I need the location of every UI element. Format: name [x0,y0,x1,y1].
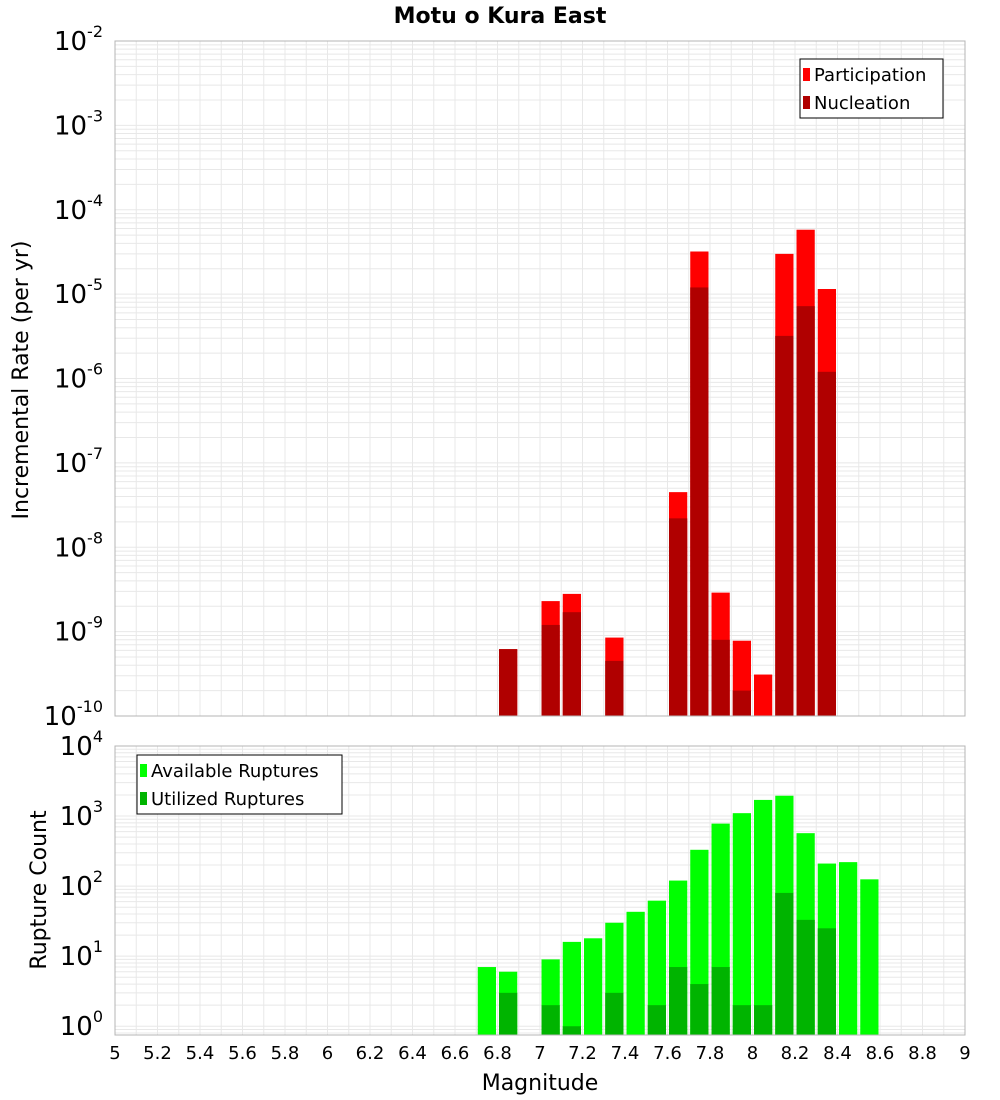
bar-nucleation [669,518,688,716]
y-tick-label: 103 [60,797,103,832]
y-tick-label: 104 [60,727,103,762]
rate-legend: Participation Nucleation [799,58,944,119]
bar-available-ruptures [754,799,773,1035]
x-tick-label: 7 [534,1043,545,1064]
legend-swatch [140,764,147,777]
bar-nucleation [541,624,560,716]
count-bars [477,795,879,1035]
bar-available-ruptures [584,938,603,1035]
legend-box [136,754,343,815]
count-y-axis-label: Rupture Count [27,810,52,970]
legend-label: Participation [814,65,926,86]
bar-utilized-ruptures [690,984,709,1035]
legend-swatch [803,68,810,81]
count-y-ticks: 100 101 102 103 104 [60,727,103,1042]
x-tick-label: 6.4 [398,1043,427,1064]
bar-available-ruptures [626,911,645,1035]
x-tick-label: 7.8 [696,1043,725,1064]
y-tick-label: 10-6 [54,360,103,395]
y-tick-label: 102 [60,867,103,902]
bar-available-ruptures [477,967,496,1035]
rate-y-axis-label: Incremental Rate (per yr) [9,241,34,520]
legend-label: Available Ruptures [151,761,319,782]
x-tick-label: 5.6 [228,1043,257,1064]
rate-y-ticks: 10-10 10-9 10-8 10-7 10-6 10-5 10-4 10-3 10-2 [44,22,103,732]
bar-utilized-ruptures [711,967,730,1035]
y-tick-label: 10-3 [54,106,103,141]
x-tick-label: 6 [322,1043,333,1064]
x-tick-label: 6.2 [356,1043,385,1064]
rate-bars [499,229,836,717]
x-tick-label: 5.2 [143,1043,172,1064]
x-tick-label: 8.2 [781,1043,810,1064]
count-panel: 100 101 102 103 104 Rupture Count Available … [27,727,971,1096]
y-tick-label: 10-8 [54,528,103,563]
bar-available-ruptures [647,900,666,1035]
bar-utilized-ruptures [499,992,518,1035]
bar-utilized-ruptures [647,1005,666,1035]
bar-nucleation [690,287,709,716]
y-tick-label: 10-7 [54,444,103,479]
y-tick-label: 10-4 [54,191,103,226]
bar-utilized-ruptures [754,1005,773,1035]
x-tick-label: 7.6 [653,1043,682,1064]
count-legend: Available Ruptures Utilized Ruptures [136,754,343,815]
plot-frame [114,745,966,1036]
bar-nucleation [499,649,518,716]
x-tick-label: 6.6 [441,1043,470,1064]
legend-label: Utilized Ruptures [151,789,304,810]
y-tick-label: 10-2 [54,22,103,57]
bar-nucleation [562,612,581,716]
count-frame [114,745,966,1036]
bar-nucleation [775,335,794,716]
rate-frame [114,40,966,717]
x-tick-label: 9 [959,1043,970,1064]
bar-participation [754,674,773,716]
legend-box [799,58,944,119]
bar-utilized-ruptures [541,1005,560,1035]
bar-nucleation [796,306,815,716]
x-tick-label: 8.8 [908,1043,937,1064]
y-tick-label: 10-5 [54,275,103,310]
bar-nucleation [817,371,836,716]
x-tick-label: 5 [109,1043,120,1064]
x-tick-label: 8 [747,1043,758,1064]
bar-utilized-ruptures [669,967,688,1035]
x-tick-label: 5.4 [186,1043,215,1064]
y-tick-label: 101 [60,937,103,972]
bar-utilized-ruptures [775,892,794,1035]
x-tick-label: 8.4 [823,1043,852,1064]
bar-nucleation [732,690,751,716]
y-tick-label: 10-10 [44,697,103,732]
bar-utilized-ruptures [732,1005,751,1035]
bar-utilized-ruptures [605,992,624,1035]
x-tick-label: 5.8 [271,1043,300,1064]
bar-nucleation [605,660,624,716]
y-tick-label: 10-9 [54,613,103,648]
bar-available-ruptures [562,941,581,1035]
legend-swatch [140,792,147,805]
x-ticks: 5 5.2 5.4 5.6 5.8 6 6.2 6.4 6.6 6.8 7 7.2 7.4 7.6 7.8 8… [109,1043,970,1064]
bar-available-ruptures [860,879,879,1035]
legend-swatch [803,96,810,109]
legend-label: Nucleation [814,93,910,114]
bar-available-ruptures [839,862,858,1035]
x-tick-label: 7.2 [568,1043,597,1064]
plot-frame [114,40,966,717]
rate-panel: 10-10 10-9 10-8 10-7 10-6 10-5 10-4 10-3 10-2 In… [9,22,966,732]
x-axis-label: Magnitude [482,1071,599,1096]
bar-utilized-ruptures [562,1026,581,1035]
bar-utilized-ruptures [817,928,836,1035]
x-tick-label: 8.6 [866,1043,895,1064]
bar-available-ruptures [732,813,751,1035]
bar-utilized-ruptures [796,919,815,1035]
rate-grid [114,40,966,717]
x-tick-label: 7.4 [611,1043,640,1064]
x-tick-label: 6.8 [483,1043,512,1064]
y-tick-label: 100 [60,1007,103,1042]
chart-title: Motu o Kura East [394,4,607,29]
bar-nucleation [711,639,730,716]
